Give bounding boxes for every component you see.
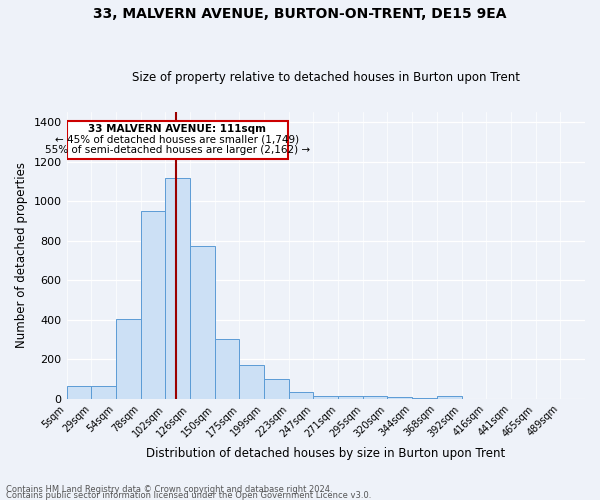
- Bar: [190, 246, 215, 399]
- Y-axis label: Number of detached properties: Number of detached properties: [15, 162, 28, 348]
- Text: ← 45% of detached houses are smaller (1,749): ← 45% of detached houses are smaller (1,…: [55, 135, 299, 145]
- Bar: [239, 366, 264, 399]
- Bar: [116, 319, 140, 399]
- Bar: [91, 386, 116, 399]
- Bar: [289, 392, 313, 399]
- Bar: [363, 396, 388, 399]
- Bar: [388, 397, 412, 399]
- Text: 33, MALVERN AVENUE, BURTON-ON-TRENT, DE15 9EA: 33, MALVERN AVENUE, BURTON-ON-TRENT, DE1…: [93, 8, 507, 22]
- Bar: [437, 396, 461, 399]
- Bar: [140, 211, 165, 399]
- Text: 33 MALVERN AVENUE: 111sqm: 33 MALVERN AVENUE: 111sqm: [88, 124, 266, 134]
- Text: Contains HM Land Registry data © Crown copyright and database right 2024.: Contains HM Land Registry data © Crown c…: [6, 484, 332, 494]
- Bar: [313, 396, 338, 399]
- Bar: [412, 398, 437, 399]
- Bar: [264, 379, 289, 399]
- Title: Size of property relative to detached houses in Burton upon Trent: Size of property relative to detached ho…: [132, 72, 520, 85]
- Bar: [215, 338, 239, 399]
- X-axis label: Distribution of detached houses by size in Burton upon Trent: Distribution of detached houses by size …: [146, 447, 505, 460]
- Bar: [67, 386, 91, 399]
- Text: 55% of semi-detached houses are larger (2,162) →: 55% of semi-detached houses are larger (…: [44, 144, 310, 154]
- Bar: [338, 396, 363, 399]
- Bar: [165, 178, 190, 399]
- Text: Contains public sector information licensed under the Open Government Licence v3: Contains public sector information licen…: [6, 490, 371, 500]
- FancyBboxPatch shape: [67, 121, 288, 158]
